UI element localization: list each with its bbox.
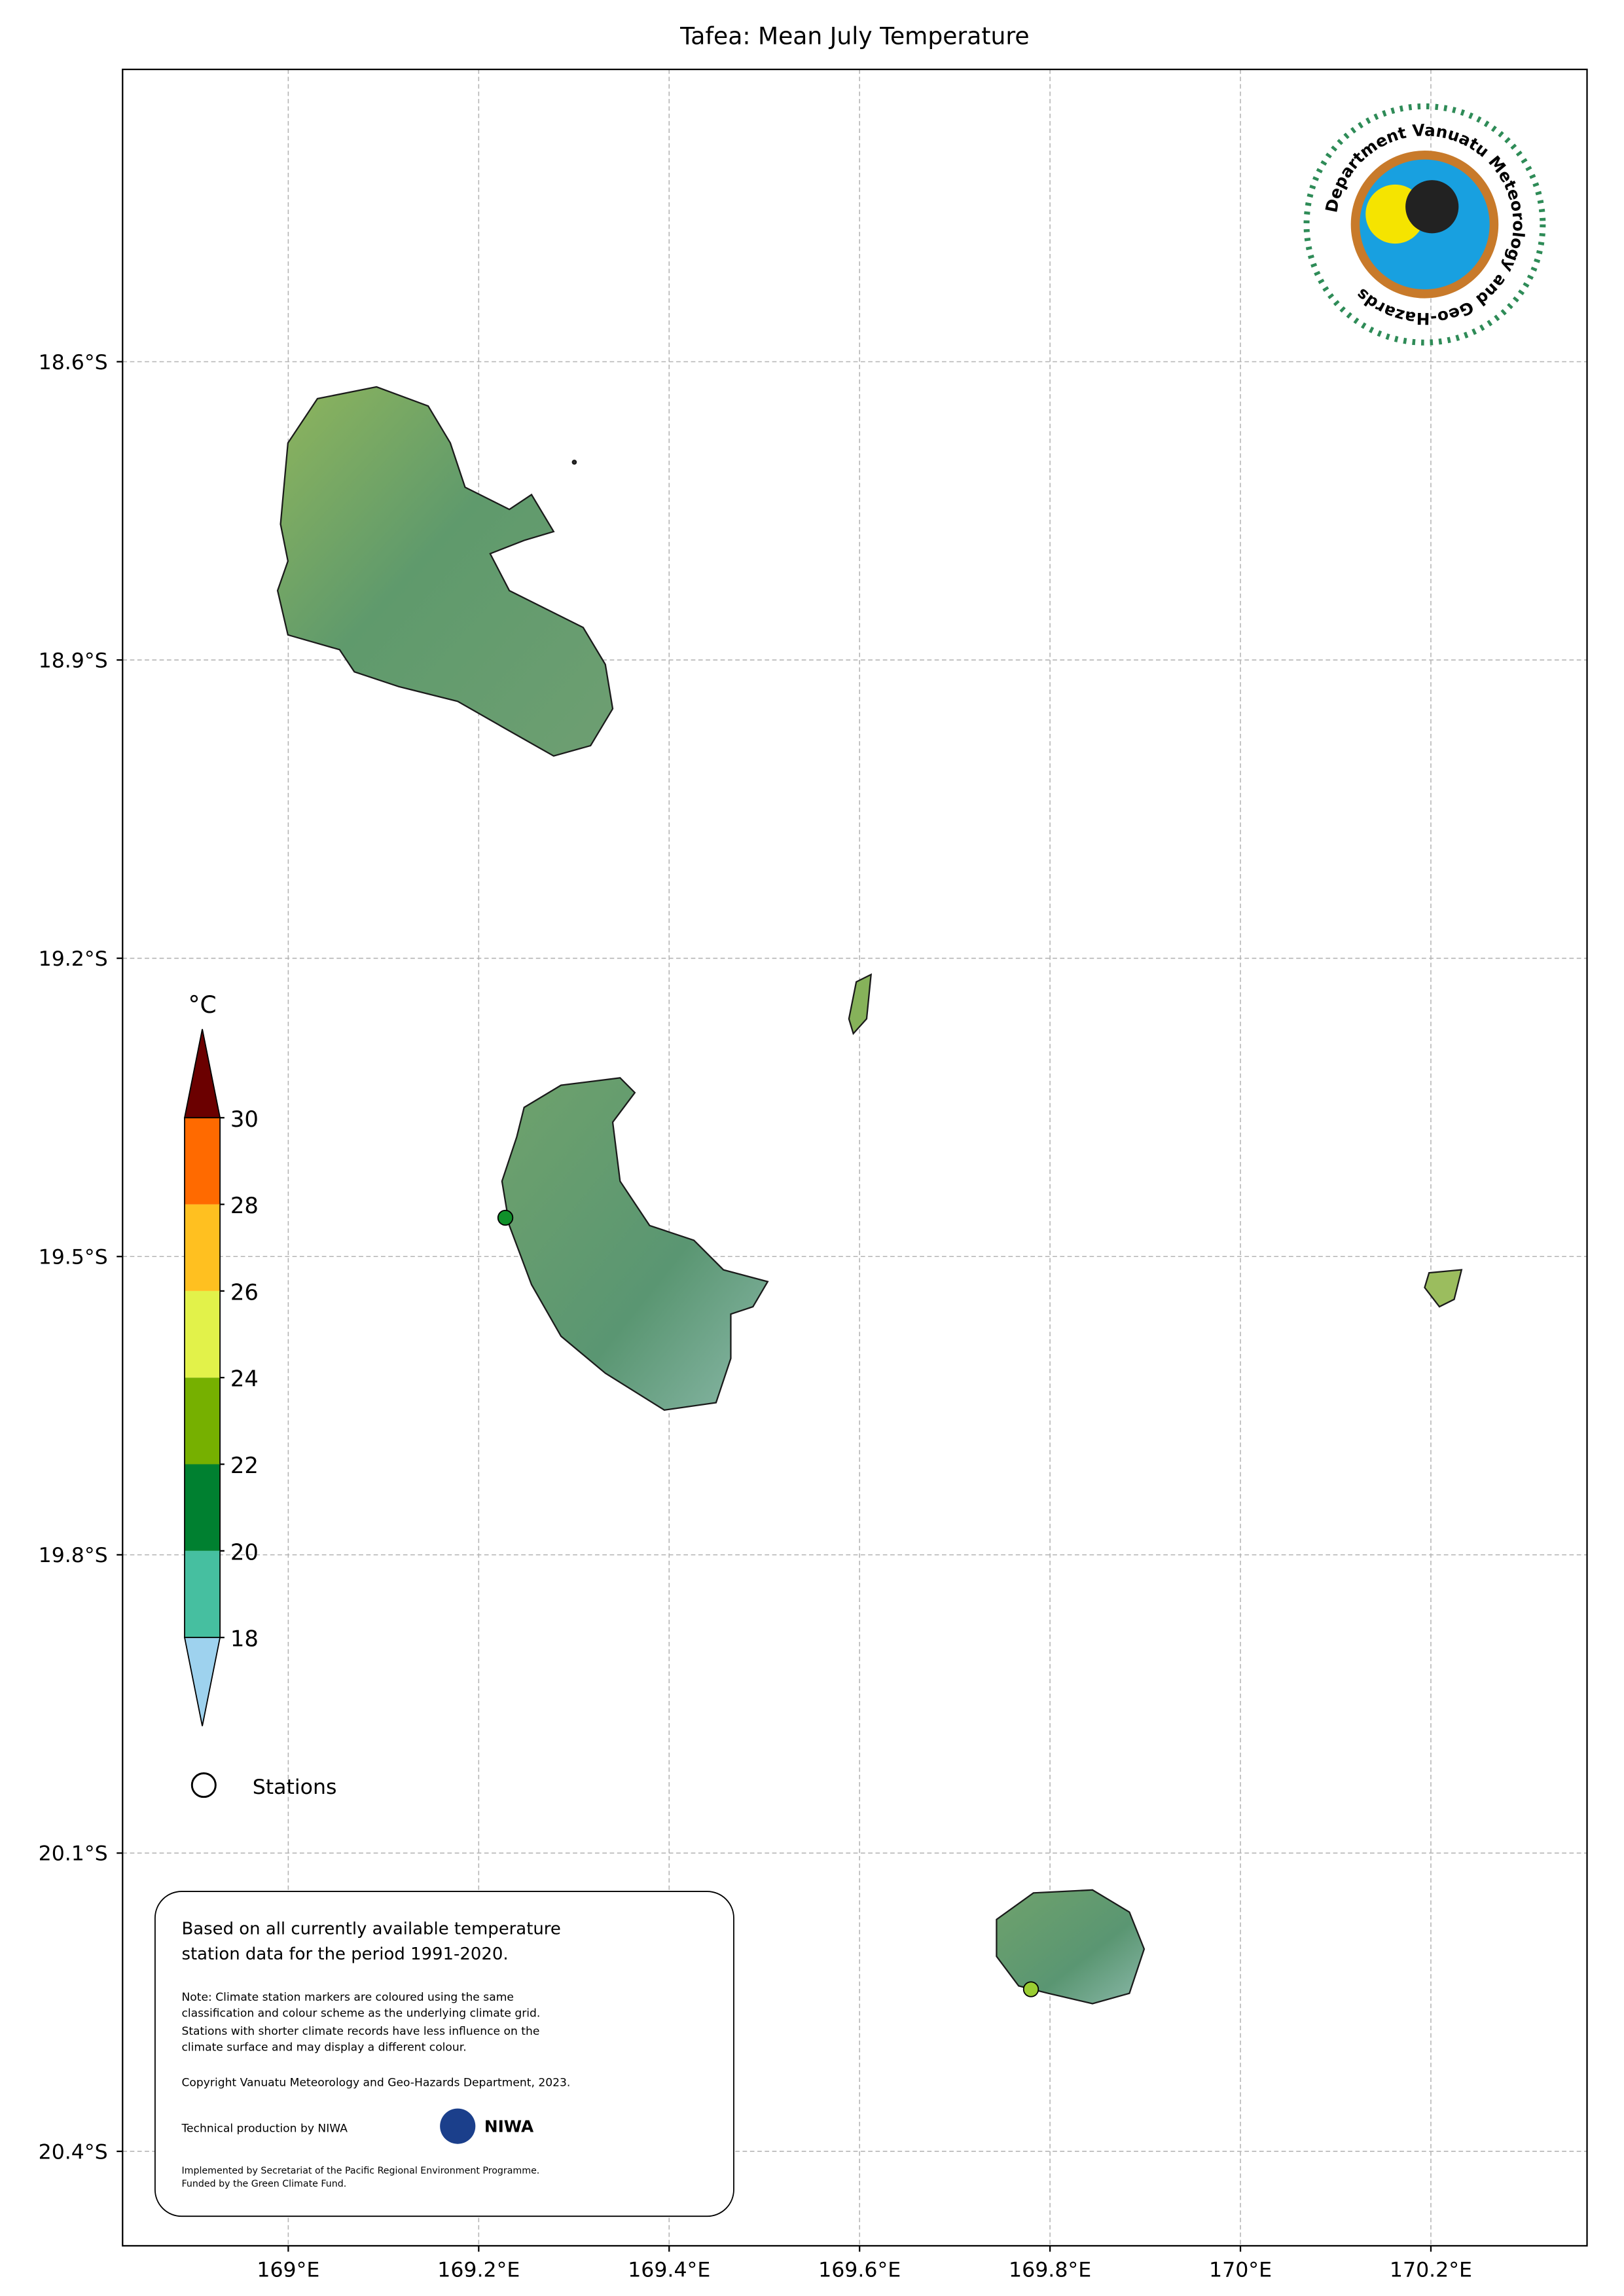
colorbar-tick-label: 24 [230, 1366, 259, 1392]
logo-cloud [1405, 180, 1459, 234]
funding-line: Implemented by Secretariat of the Pacifi… [181, 2166, 539, 2176]
y-tick-label: 20.1°S [39, 1842, 108, 1866]
colorbar-tick-label: 30 [230, 1106, 259, 1132]
station [1022, 1981, 1039, 1997]
map-title: Tafea: Mean July Temperature [679, 23, 1029, 50]
x-tick-label: 169.4°E [628, 2259, 710, 2282]
y-tick-label: 18.9°S [39, 649, 108, 672]
colorbar-over [183, 1029, 221, 1119]
niwa-emblem [440, 2108, 476, 2144]
island-aneityum [996, 1889, 1146, 2005]
colorbar-tick-label: 18 [230, 1626, 259, 1652]
colorbar-tick-label: 28 [230, 1193, 259, 1218]
x-tick-label: 170.2°E [1390, 2259, 1472, 2282]
y-tick-label: 20.4°S [39, 2140, 108, 2164]
islet [571, 460, 577, 465]
y-tick-label: 19.2°S [39, 947, 108, 971]
colorbar-bin [184, 1118, 221, 1205]
stations-legend: Stations [190, 1772, 337, 1799]
island-erromango [276, 386, 614, 757]
production: Technical production by NIWA [181, 2123, 348, 2136]
colorbar-unit: °C [188, 991, 216, 1019]
summary-line: station data for the period 1991-2020. [181, 1944, 508, 1964]
y-tick-label: 18.6°S [39, 351, 108, 374]
island-east [1424, 1269, 1463, 1308]
colorbar: °C 18 20 22 24 26 28 30 [183, 991, 259, 1726]
x-tick-label: 169.8°E [1009, 2259, 1091, 2282]
colorbar-bin [184, 1550, 221, 1638]
summary-line: Based on all currently available tempera… [181, 1919, 560, 1939]
graticule [122, 69, 1587, 2246]
note-line: Note: Climate station markers are colour… [181, 1991, 513, 2004]
logo-wreath [1303, 103, 1546, 346]
island-small [848, 973, 873, 1035]
colorbar-bin [184, 1290, 221, 1378]
colorbar-under [183, 1637, 221, 1726]
colorbar-tick-label: 22 [230, 1453, 259, 1478]
y-tick-label: 19.5°S [39, 1246, 108, 1269]
note-box: Based on all currently available tempera… [154, 1891, 734, 2217]
colorbar-tick-label: 20 [230, 1539, 259, 1565]
x-tick-label: 169.6°E [818, 2259, 901, 2282]
axes: 169°E 169.2°E 169.4°E 169.6°E 169.8°E 170°E 17… [39, 351, 1472, 2282]
note-line: climate surface and may display a differ… [181, 2041, 466, 2054]
note-line: classification and colour scheme as the … [181, 2007, 540, 2020]
map-frame [122, 68, 1588, 2247]
niwa-wordmark: NIWA [484, 2117, 534, 2136]
stations [497, 1209, 1039, 1997]
note-line: Stations with shorter climate records ha… [181, 2025, 539, 2038]
colorbar-tick-label: 26 [230, 1279, 259, 1305]
x-tick-label: 169.2°E [437, 2259, 520, 2282]
legend-label: Stations [253, 1776, 337, 1799]
station [497, 1209, 514, 1226]
y-tick-label: 19.8°S [39, 1544, 108, 1567]
x-tick-label: 170°E [1209, 2259, 1272, 2282]
colorbar-bin [184, 1377, 221, 1465]
colorbar-bin [184, 1464, 221, 1551]
logo: Department Vanuatu Meteorology and Geo-H… [1303, 103, 1546, 346]
colorbar-bin [184, 1204, 221, 1291]
island-tanna [501, 1077, 769, 1411]
copyright: Copyright Vanuatu Meteorology and Geo-Ha… [181, 2077, 570, 2090]
funding-line: Funded by the Green Climate Fund. [181, 2179, 346, 2189]
legend-marker [190, 1772, 217, 1798]
islands [276, 386, 1463, 2005]
note-frame [154, 1891, 734, 2217]
x-tick-label: 169°E [257, 2259, 319, 2282]
